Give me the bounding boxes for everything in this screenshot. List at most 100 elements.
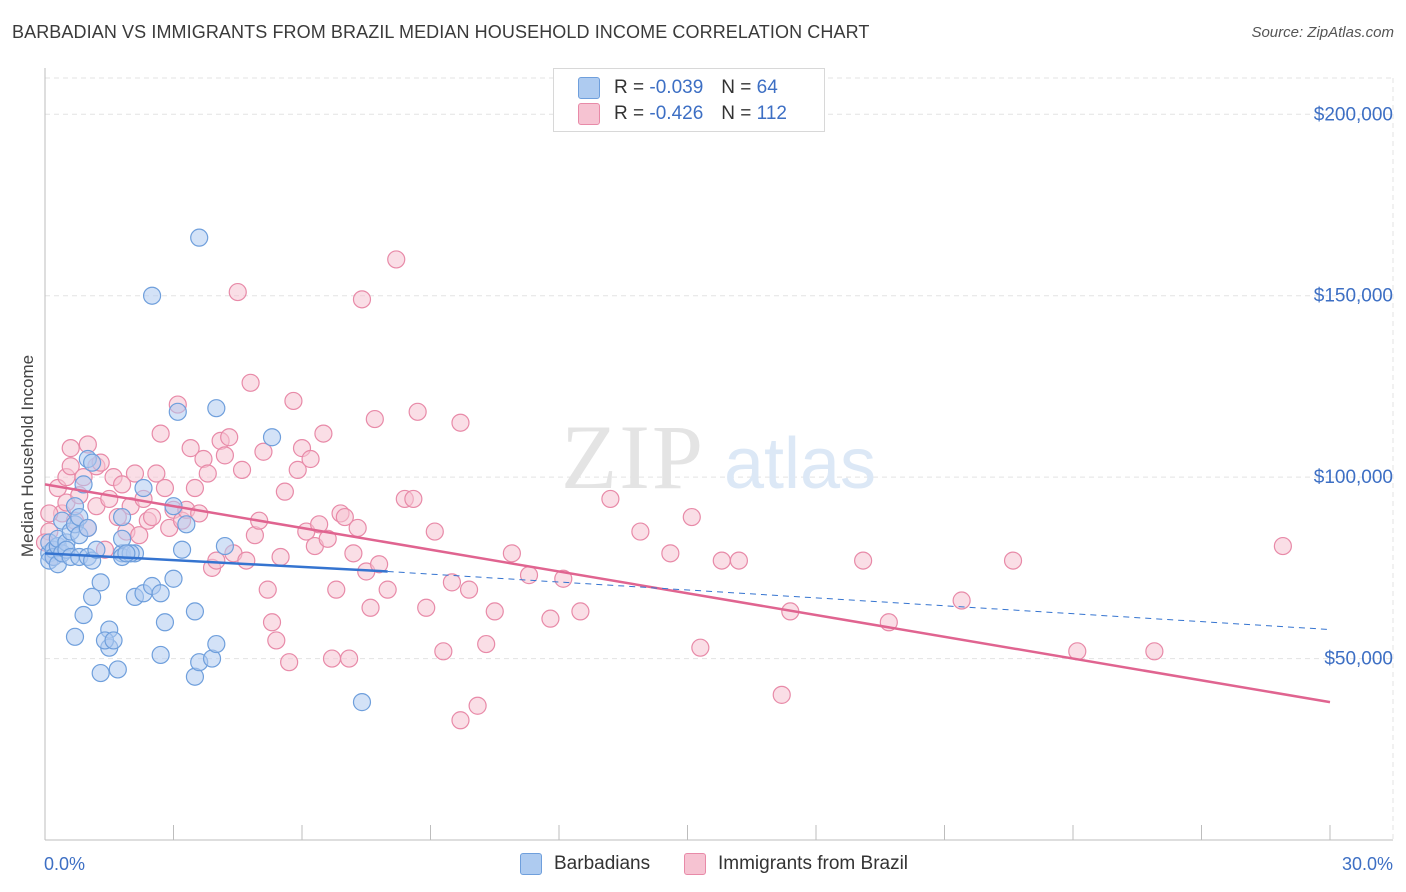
point-brazil [280,653,299,672]
point-brazil [318,529,337,548]
point-barbadians [164,569,183,588]
gridlines [45,77,1394,840]
chart-title: BARBADIAN VS IMMIGRANTS FROM BRAZIL MEDI… [12,22,870,42]
point-brazil [258,580,277,599]
series-barbadians [40,228,372,712]
point-barbadians [151,584,170,603]
point-brazil [691,638,710,657]
point-brazil [854,551,873,570]
point-brazil [207,551,226,570]
point-brazil [327,580,346,599]
legend-item-barbadians: Barbadians [520,852,650,876]
point-brazil [451,413,470,432]
point-barbadians [207,399,226,418]
legend-row-barbadians: R = -0.039 N = 64 [578,75,778,101]
point-barbadians [168,402,187,421]
trend-line-barbadians [44,552,388,573]
point-barbadians [117,544,136,563]
point-brazil [284,391,303,411]
point-brazil [370,555,389,574]
point-brazil [459,580,479,599]
point-brazil [348,518,367,538]
point-brazil [425,522,444,541]
point-brazil [322,649,342,668]
point-brazil [451,711,470,730]
point-brazil [404,489,423,509]
point-barbadians [352,693,372,712]
point-brazil [729,551,749,570]
point-brazil [682,507,701,527]
point-brazil [468,696,487,715]
point-brazil [772,685,791,704]
point-brazil [340,649,359,668]
point-barbadians [91,663,110,683]
x-tick-label-max: 30.0% [1342,854,1393,874]
point-brazil [712,551,731,570]
point-brazil [125,464,145,483]
point-barbadians [87,540,106,559]
legend-swatch-blue [520,853,542,875]
legend-r-value: -0.039 [649,77,704,98]
legend-n-label: N = [721,77,752,98]
legend-r-label: R = [614,77,645,98]
point-brazil [442,573,462,592]
y-tick-label: $150,000 [1314,286,1393,307]
point-brazil [61,457,80,476]
point-brazil [288,460,307,479]
point-barbadians [83,453,102,472]
legend-item-brazil: Immigrants from Brazil [684,852,908,876]
point-barbadians [185,602,205,621]
watermark-atlas: atlas [724,424,876,504]
watermark: ZIP atlas [561,406,876,508]
point-brazil [254,442,273,461]
point-brazil [571,602,590,621]
legend-label-brazil: Immigrants from Brazil [718,853,909,874]
point-brazil [314,424,333,443]
point-brazil [151,424,170,443]
point-brazil [952,591,971,610]
axes [44,68,1393,841]
y-tick-labels: $50,000 $100,000 $150,000 $200,000 [1314,104,1393,669]
point-barbadians [83,587,102,606]
point-brazil [631,522,650,541]
point-brazil [275,482,294,501]
point-brazil [147,464,166,483]
point-brazil [477,634,496,654]
point-brazil [1003,551,1023,570]
point-brazil [1273,536,1292,556]
point-brazil [237,551,256,570]
legend-r-label: R = [614,103,645,124]
point-brazil [267,631,286,650]
point-barbadians [65,627,85,646]
trend-lines [44,483,1331,704]
point-barbadians [74,475,93,494]
legend-swatch-blue [578,77,600,99]
legend-r-value: -0.426 [649,103,704,124]
point-brazil [519,566,539,585]
y-tick-label: $50,000 [1324,649,1393,670]
x-tick-label-min: 0.0% [44,854,85,874]
point-barbadians [215,536,234,556]
point-brazil [220,428,239,447]
point-brazil [301,449,320,469]
point-barbadians [78,518,97,538]
point-brazil [502,544,521,563]
point-brazil [142,507,162,527]
point-brazil [155,478,175,498]
legend-label-barbadians: Barbadians [554,853,651,874]
point-brazil [232,460,252,479]
point-brazil [185,478,205,498]
legend-n-label: N = [721,103,752,124]
point-barbadians [74,605,93,625]
point-brazil [198,464,217,483]
point-brazil [361,598,380,617]
point-brazil [365,409,384,429]
point-barbadians [112,507,132,527]
point-barbadians [207,634,226,654]
point-barbadians [134,478,153,498]
point-barbadians [262,428,282,447]
point-brazil [352,290,372,309]
point-brazil [601,489,620,509]
stats-legend: R = -0.039 N = 64 R = -0.426 N = 112 [553,68,825,132]
legend-swatch-pink [578,103,600,125]
